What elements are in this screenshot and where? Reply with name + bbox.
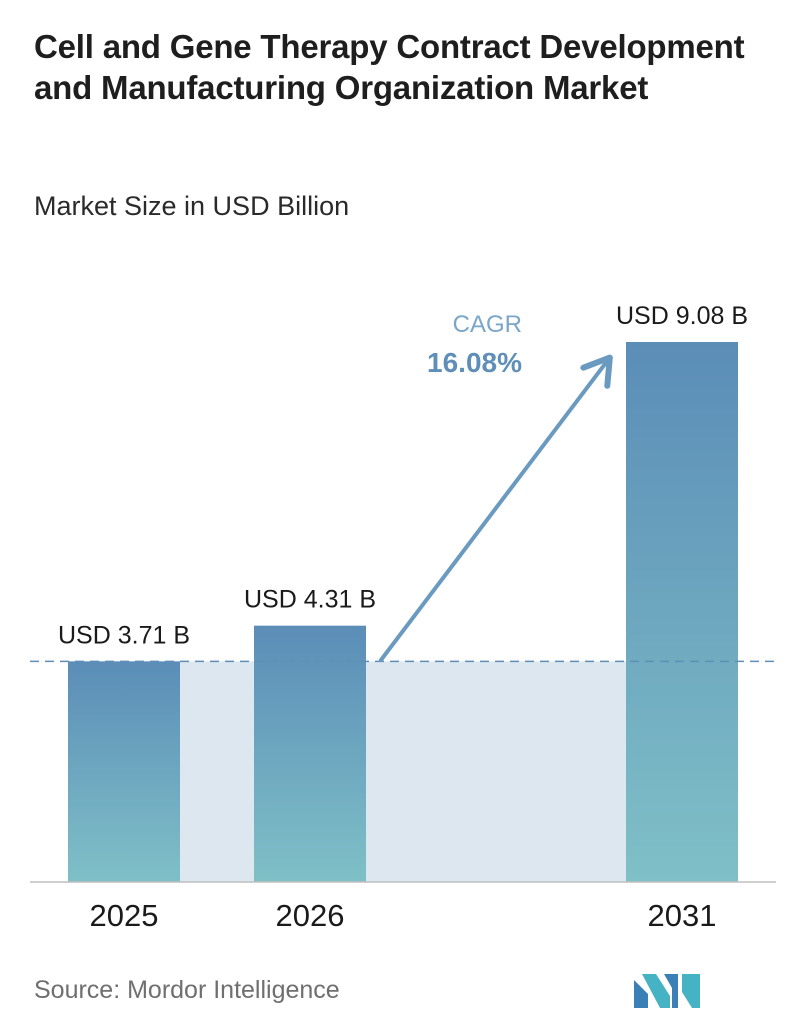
x-tick-label-2025: 2025	[90, 898, 159, 933]
cagr-value: 16.08%	[427, 347, 522, 378]
cagr-arrow	[379, 354, 613, 662]
bar-2026	[254, 625, 366, 882]
x-tick-label-2031: 2031	[648, 898, 717, 933]
bar-2031	[626, 342, 738, 882]
x-tick-label-2026: 2026	[276, 898, 345, 933]
bar-2025	[68, 661, 180, 882]
data-label-2026: USD 4.31 B	[244, 586, 376, 614]
data-label-2031: USD 9.08 B	[616, 302, 748, 330]
chart-title: Cell and Gene Therapy Contract Developme…	[34, 28, 745, 106]
chart-subtitle: Market Size in USD Billion	[34, 191, 350, 221]
mordor-intelligence-logo	[634, 974, 700, 1008]
cagr-label: CAGR	[453, 311, 522, 338]
data-label-2025: USD 3.71 B	[58, 621, 190, 649]
source-note: Source: Mordor Intelligence	[34, 976, 340, 1004]
